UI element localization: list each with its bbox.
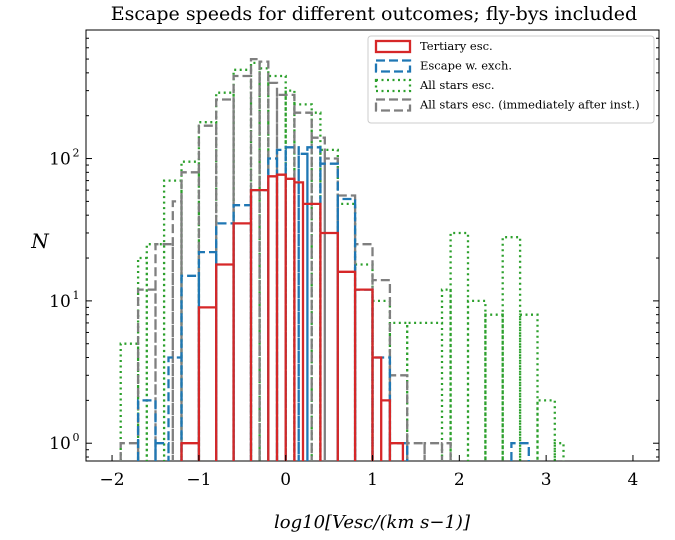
y-tick-label: 10 [49, 292, 71, 312]
legend-label: All stars esc. (immediately after inst.) [419, 98, 640, 112]
x-tick-label: −2 [100, 470, 125, 490]
y-tick-exponent: 0 [73, 431, 80, 444]
x-axis-label: log10[Vesc/(km s−1)] [274, 512, 471, 533]
legend-box [367, 35, 655, 124]
legend: Tertiary esc. Escape w. exch. All stars es… [367, 35, 655, 124]
x-tick-label: 4 [628, 470, 639, 490]
legend-swatch [374, 78, 412, 93]
y-axis-label: N [30, 229, 50, 253]
series-layer [119, 57, 565, 461]
legend-swatch [374, 98, 412, 112]
chart-title: Escape speeds for different outcomes; fl… [111, 3, 637, 25]
legend-label: Tertiary esc. [420, 39, 493, 53]
legend-label: All stars esc. [419, 78, 495, 92]
x-tick-label: 3 [541, 470, 552, 490]
legend-swatch [374, 59, 412, 73]
legend-label: Escape w. exch. [420, 59, 512, 73]
legend-entry: Tertiary esc. [374, 39, 493, 54]
x-axis-ticks: −2 −1 0 1 2 3 4 [100, 455, 639, 490]
y-tick-label: 10 [49, 150, 71, 170]
y-tick-exponent: 1 [73, 289, 80, 302]
y-tick-exponent: 2 [73, 147, 80, 160]
x-tick-label: 0 [280, 470, 291, 490]
series-line-1 [180, 173, 405, 461]
series-line-2 [136, 146, 530, 461]
x-tick-label: 1 [367, 470, 378, 490]
legend-swatch [374, 39, 412, 54]
x-tick-label: −1 [186, 470, 211, 490]
y-tick-label: 10 [49, 434, 71, 454]
series-line-3 [119, 61, 565, 461]
legend-entry: All stars esc. [374, 78, 495, 93]
legend-entry: All stars esc. (immediately after inst.) [374, 98, 640, 112]
legend-entry: Escape w. exch. [374, 59, 512, 73]
x-tick-label: 2 [454, 470, 465, 490]
